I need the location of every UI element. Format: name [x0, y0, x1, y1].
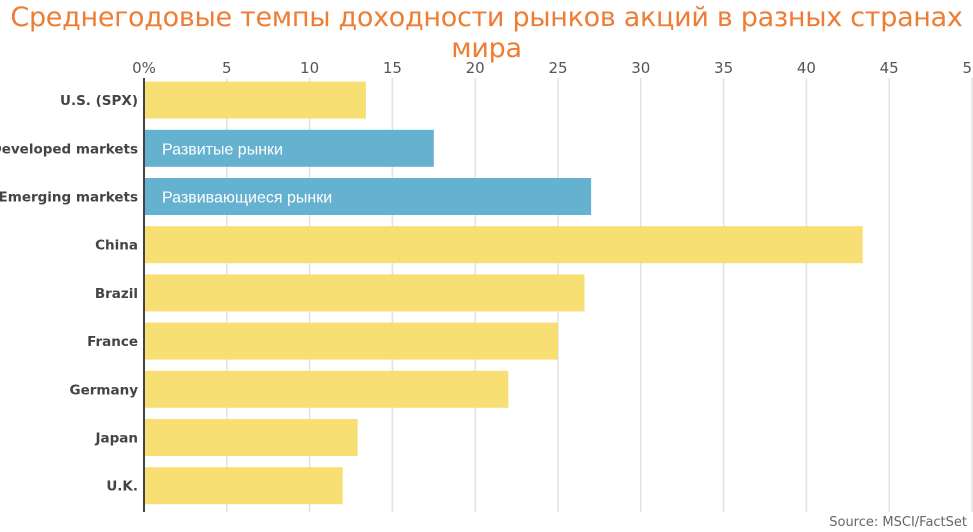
bar-label: Развивающиеся рынки	[162, 190, 332, 207]
bar	[144, 467, 343, 505]
y-category-label: Brazil	[95, 286, 138, 302]
x-tick-label: 10	[300, 59, 319, 77]
bar	[144, 81, 366, 119]
x-tick-label: 35	[714, 59, 733, 77]
y-category-label: China	[95, 238, 138, 254]
chart-title: Среднегодовые темпы доходности рынков ак…	[10, 2, 963, 64]
y-category-label: U.K.	[106, 479, 138, 495]
x-tick-label: 30	[631, 59, 650, 77]
y-category-label: Emerging markets	[0, 190, 138, 206]
x-tick-label: 25	[548, 59, 567, 77]
x-tick-label: 45	[880, 59, 899, 77]
bar	[144, 129, 434, 167]
y-category-label: Germany	[70, 382, 139, 398]
y-category-label: France	[87, 334, 138, 350]
bar	[144, 226, 863, 264]
x-tick-label: 15	[383, 59, 402, 77]
bar	[144, 274, 585, 312]
bar	[144, 370, 509, 408]
y-category-label: U.S. (SPX)	[60, 93, 138, 109]
x-tick-label: 0%	[132, 59, 156, 77]
bar	[144, 322, 558, 360]
x-tick-label: 40	[797, 59, 816, 77]
bar-label: Развитые рынки	[162, 141, 283, 158]
source-note: Source: MSCI/FactSet	[829, 515, 967, 530]
x-tick-label: 50	[962, 59, 973, 77]
y-category-label: Japan	[94, 431, 138, 447]
bar	[144, 419, 358, 456]
bar	[144, 178, 592, 215]
y-category-label: Developed markets	[0, 141, 138, 157]
x-tick-label: 5	[222, 59, 232, 77]
x-tick-label: 20	[466, 59, 485, 77]
